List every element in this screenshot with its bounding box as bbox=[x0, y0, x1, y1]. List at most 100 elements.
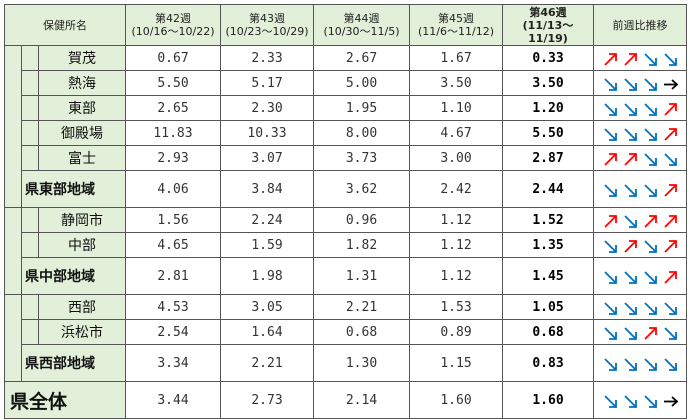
arrow-down-right-icon bbox=[623, 357, 637, 371]
value-week-45: 4.67 bbox=[409, 120, 503, 146]
value-week-44: 8.00 bbox=[313, 120, 410, 146]
office-name-shizuoka-city: 静岡市 bbox=[38, 207, 126, 233]
arrow-up-right-icon bbox=[623, 239, 637, 253]
arrow-right-icon bbox=[663, 78, 678, 90]
total-name: 県全体 bbox=[4, 381, 126, 419]
value-week-43: 1.59 bbox=[220, 232, 314, 258]
arrow-up-right-icon bbox=[623, 52, 637, 66]
office-column-header: 保健所名 bbox=[4, 4, 126, 46]
trend-cell bbox=[593, 70, 687, 96]
subindent-tobu bbox=[21, 95, 39, 121]
arrow-down-right-icon bbox=[643, 270, 657, 284]
week-43-header: 第43週 (10/23～10/29) bbox=[220, 4, 314, 46]
table-row-west-region: 県西部地域 3.34 2.21 1.30 1.15 0.83 bbox=[5, 344, 687, 382]
arrow-down-right-icon bbox=[643, 77, 657, 91]
trend-cell bbox=[593, 257, 687, 295]
table-row-chubu: 中部 4.65 1.59 1.82 1.12 1.35 bbox=[5, 232, 687, 258]
arrow-down-right-icon bbox=[603, 326, 617, 340]
trend-arrows bbox=[602, 393, 679, 410]
trend-column-header: 前週比推移 bbox=[593, 4, 687, 46]
arrow-down-right-icon bbox=[623, 102, 637, 116]
arrow-down-right-icon bbox=[663, 326, 677, 340]
value-week-46: 5.50 bbox=[502, 120, 594, 146]
value-week-46: 1.52 bbox=[502, 207, 594, 233]
value-week-45: 1.12 bbox=[409, 207, 503, 233]
office-name-seibu: 西部 bbox=[38, 294, 126, 320]
value-week-43: 5.17 bbox=[220, 70, 314, 96]
value-week-43: 2.21 bbox=[220, 344, 314, 382]
value-week-46: 2.44 bbox=[502, 170, 594, 208]
trend-arrows bbox=[602, 126, 679, 143]
value-week-44: 1.30 bbox=[313, 344, 410, 382]
arrow-down-right-icon bbox=[663, 357, 677, 371]
value-week-44: 0.96 bbox=[313, 207, 410, 233]
arrow-up-right-icon bbox=[663, 127, 677, 141]
value-week-44: 2.21 bbox=[313, 294, 410, 320]
arrow-down-right-icon bbox=[623, 127, 637, 141]
value-week-45: 1.60 bbox=[409, 381, 503, 419]
value-week-46: 0.83 bbox=[502, 344, 594, 382]
value-week-46: 1.05 bbox=[502, 294, 594, 320]
arrow-up-right-icon bbox=[603, 152, 617, 166]
arrow-down-right-icon bbox=[603, 183, 617, 197]
value-week-44: 3.62 bbox=[313, 170, 410, 208]
arrow-down-right-icon bbox=[623, 77, 637, 91]
value-week-46: 3.50 bbox=[502, 70, 594, 96]
arrow-up-right-icon bbox=[663, 270, 677, 284]
value-week-43: 2.30 bbox=[220, 95, 314, 121]
table-row-hamamatsu: 浜松市 2.54 1.64 0.68 0.89 0.68 bbox=[5, 319, 687, 345]
table-row-central-region: 県中部地域 2.81 1.98 1.31 1.12 1.45 bbox=[5, 257, 687, 295]
trend-arrows bbox=[602, 182, 679, 199]
trend-arrows bbox=[602, 269, 679, 286]
trend-cell bbox=[593, 207, 687, 233]
arrow-up-right-icon bbox=[643, 326, 657, 340]
table-row-kamo: 賀茂 0.67 2.33 2.67 1.67 0.33 bbox=[4, 45, 687, 208]
value-week-44: 1.82 bbox=[313, 232, 410, 258]
group-indent-west bbox=[4, 294, 22, 382]
arrow-down-right-icon bbox=[663, 152, 677, 166]
value-week-46: 1.60 bbox=[502, 381, 594, 419]
week-44-header: 第44週 (10/30～11/5) bbox=[313, 4, 410, 46]
trend-arrows bbox=[602, 151, 679, 168]
subindent-shizuoka-city bbox=[21, 207, 39, 233]
arrow-up-right-icon bbox=[603, 52, 617, 66]
week-46-header: 第46週 (11/13～11/19) bbox=[502, 4, 594, 46]
office-name-chubu: 中部 bbox=[38, 232, 126, 258]
value-week-45: 1.12 bbox=[409, 232, 503, 258]
arrow-down-right-icon bbox=[603, 357, 617, 371]
value-week-42: 3.44 bbox=[125, 381, 221, 419]
office-name-gotemba: 御殿場 bbox=[38, 120, 126, 146]
value-week-43: 2.33 bbox=[220, 45, 314, 71]
value-week-42: 11.83 bbox=[125, 120, 221, 146]
table-row-gotemba: 御殿場 11.83 10.33 8.00 4.67 5.50 bbox=[5, 120, 687, 146]
value-week-42: 4.65 bbox=[125, 232, 221, 258]
office-name-hamamatsu: 浜松市 bbox=[38, 319, 126, 345]
arrow-down-right-icon bbox=[623, 301, 637, 315]
value-week-45: 1.10 bbox=[409, 95, 503, 121]
subindent-seibu bbox=[21, 294, 39, 320]
region-name-east-region: 県東部地域 bbox=[21, 170, 126, 208]
influenza-report-table: 保健所名 第42週 (10/16～10/22) 第43週 (10/23～10/29)… bbox=[4, 4, 687, 419]
value-week-44: 1.31 bbox=[313, 257, 410, 295]
value-week-43: 1.98 bbox=[220, 257, 314, 295]
group-indent-central bbox=[4, 207, 22, 295]
arrow-down-right-icon bbox=[663, 301, 677, 315]
value-week-46: 0.33 bbox=[502, 45, 594, 71]
trend-arrows bbox=[602, 325, 679, 342]
table-row-seibu: 西部 4.53 3.05 2.21 1.53 1.05 bbox=[4, 294, 687, 382]
value-week-46: 2.87 bbox=[502, 145, 594, 171]
value-week-43: 3.05 bbox=[220, 294, 314, 320]
arrow-up-right-icon bbox=[663, 102, 677, 116]
value-week-44: 0.68 bbox=[313, 319, 410, 345]
arrow-down-right-icon bbox=[603, 77, 617, 91]
value-week-45: 1.15 bbox=[409, 344, 503, 382]
value-week-42: 4.06 bbox=[125, 170, 221, 208]
trend-arrows bbox=[602, 101, 679, 118]
subindent-kamo bbox=[21, 45, 39, 71]
trend-cell bbox=[593, 95, 687, 121]
table-row-tobu: 東部 2.65 2.30 1.95 1.10 1.20 bbox=[5, 95, 687, 121]
subindent-gotemba bbox=[21, 120, 39, 146]
table-row-prefecture-total: 県全体 3.44 2.73 2.14 1.60 1.60 bbox=[4, 381, 687, 419]
office-name-tobu: 東部 bbox=[38, 95, 126, 121]
arrow-up-right-icon bbox=[663, 214, 677, 228]
